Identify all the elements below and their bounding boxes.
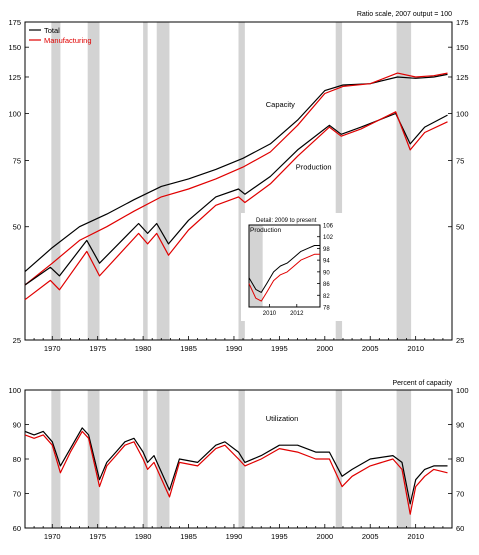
recession-band (335, 22, 343, 340)
production-annotation: Production (296, 162, 332, 171)
y-tick-label-left: 90 (13, 421, 21, 430)
capacity-annotation: Capacity (266, 100, 295, 109)
x-tick-label: 1970 (44, 532, 61, 541)
x-tick-label: 1980 (135, 344, 152, 353)
inset-y-tick-label: 78 (323, 306, 330, 312)
utilization-annotation: Utilization (266, 414, 299, 423)
x-tick-label: 1990 (226, 532, 243, 541)
inset-frame (248, 224, 321, 308)
recession-band (396, 390, 412, 528)
top-axis-ticks: 25 25 50 50 75 75 100 100 125 125 150 150 175 175 1970… (8, 18, 468, 353)
top-panel: 25 25 50 50 75 75 100 100 125 125 150 150 175 175 1970… (8, 11, 468, 353)
series-line-capacity-total (24, 73, 448, 273)
legend: Total Manufacturing (29, 26, 92, 45)
y-tick-label-left: 70 (13, 490, 21, 499)
inset-y-tick-label: 94 (323, 259, 330, 265)
recession-band (143, 22, 148, 340)
inset-series-line-total (248, 245, 320, 293)
inset-recession-band (249, 225, 263, 307)
inset-series-line-manufacturing (248, 253, 320, 302)
recession-band (238, 22, 245, 340)
x-tick-label: 1980 (135, 532, 152, 541)
x-tick-label: 1970 (44, 344, 61, 353)
recession-band (396, 22, 412, 340)
recession-band (156, 390, 170, 528)
y-tick-label-left: 150 (8, 43, 21, 52)
y-tick-label-left: 60 (13, 524, 21, 533)
inset-axis-ticks: 78 82 86 90 94 98 102 106 2010 2012 (263, 224, 334, 318)
top-series-lines (24, 72, 448, 301)
series-line-capacity-manufacturing (24, 72, 448, 286)
inset-y-tick-label: 106 (323, 224, 334, 230)
y-tick-label-right: 80 (456, 455, 464, 464)
recession-band (335, 390, 343, 528)
series-line-production-manufacturing (24, 111, 448, 301)
recession-band (87, 22, 100, 340)
inset-y-tick-label: 82 (323, 294, 330, 300)
y-tick-label-right: 75 (456, 156, 464, 165)
inset-y-tick-label: 102 (323, 235, 334, 241)
x-tick-label: 1995 (271, 532, 288, 541)
x-tick-label: 2005 (362, 344, 379, 353)
utilization-line-total (24, 427, 448, 505)
x-tick-label: 1985 (180, 344, 197, 353)
recession-band (249, 225, 263, 307)
y-tick-label-left: 25 (13, 336, 21, 345)
legend-manufacturing-label: Manufacturing (44, 36, 92, 45)
top-recession-bands (51, 22, 412, 340)
recession-band (238, 390, 245, 528)
inset-y-tick-label: 98 (323, 247, 330, 253)
inset-series-lines (248, 245, 320, 302)
x-tick-label: 2005 (362, 532, 379, 541)
y-tick-label-left: 125 (8, 73, 21, 82)
y-tick-label-left: 100 (8, 109, 21, 118)
utilization-line-manufacturing (24, 430, 448, 515)
x-tick-label: 2000 (316, 344, 333, 353)
y-tick-label-right: 60 (456, 524, 464, 533)
recession-band (156, 22, 170, 340)
y-tick-label-right: 100 (456, 386, 469, 395)
y-tick-label-left: 75 (13, 156, 21, 165)
x-tick-label: 1995 (271, 344, 288, 353)
y-tick-label-right: 100 (456, 109, 469, 118)
recession-band (143, 390, 148, 528)
y-tick-label-right: 175 (456, 18, 469, 27)
x-tick-label: 1985 (180, 532, 197, 541)
y-tick-label-left: 80 (13, 455, 21, 464)
x-tick-label: 1975 (89, 344, 106, 353)
inset-title: Detail: 2009 to present (256, 218, 317, 224)
inset-label: Production (250, 227, 281, 234)
top-scale-note: Ratio scale, 2007 output = 100 (357, 11, 452, 18)
bottom-panel: 60 60 70 70 80 80 90 90 100 100 1970 1975 1980 1985 19… (8, 380, 468, 541)
inset-y-tick-label: 90 (323, 270, 330, 276)
bottom-scale-note: Percent of capacity (392, 380, 452, 387)
y-tick-label-right: 25 (456, 336, 464, 345)
y-tick-label-right: 150 (456, 43, 469, 52)
y-tick-label-left: 50 (13, 223, 21, 232)
x-tick-label: 1990 (226, 344, 243, 353)
inset-x-tick-label: 2012 (290, 311, 304, 317)
x-tick-label: 2000 (316, 532, 333, 541)
bottom-recession-bands (51, 390, 412, 528)
y-tick-label-right: 125 (456, 73, 469, 82)
y-tick-label-right: 70 (456, 490, 464, 499)
x-tick-label: 2010 (407, 532, 424, 541)
bottom-axis-ticks: 60 60 70 70 80 80 90 90 100 100 1970 1975 1980 1985 19… (8, 386, 468, 541)
x-tick-label: 1975 (89, 532, 106, 541)
legend-total-label: Total (44, 26, 60, 35)
top-plot-frame (24, 21, 453, 341)
inset-x-tick-label: 2010 (263, 311, 277, 317)
inset-y-tick-label: 86 (323, 282, 330, 288)
y-tick-label-left: 175 (8, 18, 21, 27)
y-tick-label-right: 50 (456, 223, 464, 232)
y-tick-label-right: 90 (456, 421, 464, 430)
y-tick-label-left: 100 (8, 386, 21, 395)
recession-band (51, 22, 61, 340)
inset-chart: 78 82 86 90 94 98 102 106 2010 2012 Detail: 2009 … (241, 213, 348, 321)
x-tick-label: 2010 (407, 344, 424, 353)
bottom-series-lines (24, 427, 448, 515)
